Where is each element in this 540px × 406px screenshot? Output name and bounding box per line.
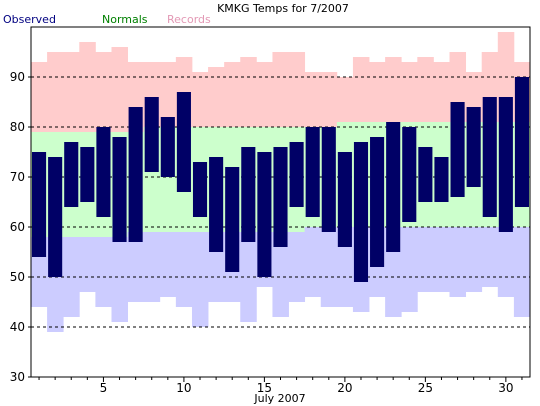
chart-title: KMKG Temps for 7/2007 [217,2,349,15]
x-axis-ticks: 5 10 15 20 25 30 [38,377,523,395]
observed-bar-day-2 [48,157,63,277]
record-low-day-16 [272,232,289,317]
observed-bar-day-15 [257,152,272,277]
observed-bar-day-17 [289,142,304,207]
record-high-day-4 [79,42,96,132]
x-tick-label-10: 10 [176,381,191,395]
observed-bar-day-19 [321,127,336,232]
x-tick-label-25: 25 [418,381,433,395]
record-high-day-6 [111,47,128,132]
observed-bar-day-9 [160,117,175,177]
record-high-day-1 [31,62,48,132]
record-high-day-16 [272,52,289,127]
observed-bar-day-12 [209,157,224,252]
observed-bar-day-13 [225,167,240,272]
record-low-day-9 [159,232,177,297]
observed-bar-day-26 [434,157,449,202]
x-tick-label-20: 20 [337,381,352,395]
observed-bar-day-1 [32,152,47,257]
record-low-day-24 [401,227,418,312]
observed-bar-day-28 [466,107,481,187]
record-high-day-15 [256,62,273,127]
observed-bar-day-6 [112,137,127,242]
observed-bar-day-14 [241,147,256,242]
record-high-day-20 [336,77,354,122]
record-high-day-12 [208,67,225,127]
observed-bar-day-4 [80,147,95,202]
record-high-day-2 [47,52,64,132]
x-tick-label-15: 15 [257,381,272,395]
record-low-day-6 [111,237,128,322]
observed-bars [32,77,529,282]
record-high-day-24 [401,62,418,122]
record-low-day-26 [433,227,450,292]
record-high-day-17 [288,52,306,127]
record-high-day-22 [369,62,386,122]
observed-bar-day-21 [353,142,369,282]
record-low-day-5 [95,237,112,307]
record-low-day-27 [449,227,467,297]
record-low-day-29 [481,227,499,287]
record-low-day-10 [175,232,193,307]
observed-bar-day-7 [128,107,143,242]
record-high-day-25 [417,57,434,122]
record-low-day-4 [79,237,96,292]
legend-observed: Observed [3,13,56,26]
y-tick-label-50: 50 [10,270,25,284]
observed-bar-day-29 [482,97,497,217]
record-low-day-28 [465,227,483,292]
observed-bar-day-27 [450,102,465,197]
record-low-day-19 [320,227,338,307]
observed-bar-day-24 [402,127,417,222]
observed-bar-day-22 [370,137,385,267]
observed-bar-day-20 [337,152,352,247]
observed-bar-day-8 [144,97,159,172]
record-low-day-3 [63,237,80,317]
record-low-day-11 [191,232,209,327]
observed-bar-day-5 [96,127,111,217]
record-high-day-5 [95,52,112,132]
observed-bar-day-16 [273,147,288,247]
x-tick-label-5: 5 [100,381,108,395]
record-low-day-18 [304,227,322,297]
y-tick-label-60: 60 [10,220,25,234]
record-high-day-21 [352,57,370,122]
record-high-day-23 [385,57,402,122]
record-high-day-13 [224,62,241,127]
record-low-day-25 [417,227,434,292]
record-high-day-9 [159,62,177,127]
record-high-day-19 [320,72,338,127]
legend-records: Records [167,13,211,26]
record-low-day-30 [497,227,515,297]
observed-bar-day-3 [64,142,79,207]
observed-bar-day-10 [176,92,191,192]
record-low-day-7 [127,232,145,302]
y-axis-ticks: 30 40 50 60 70 80 90 [10,70,31,384]
y-tick-label-90: 90 [10,70,25,84]
legend-normals: Normals [102,13,148,26]
x-tick-label-30: 30 [498,381,513,395]
record-low-day-31 [513,227,531,317]
record-high-day-3 [63,52,80,132]
x-axis-label: July 2007 [253,392,305,405]
y-tick-label-40: 40 [10,320,25,334]
observed-bar-day-18 [305,127,320,217]
record-high-day-14 [240,57,257,127]
record-high-day-18 [304,72,322,127]
record-low-day-17 [288,232,306,302]
record-high-day-11 [191,72,209,127]
observed-bar-day-25 [418,147,433,202]
y-tick-label-70: 70 [10,170,25,184]
y-tick-label-80: 80 [10,120,25,134]
observed-bar-day-11 [192,162,208,217]
observed-bar-day-31 [514,77,529,207]
record-low-day-8 [143,232,161,302]
observed-bar-day-23 [386,122,401,252]
record-high-day-26 [433,62,450,122]
y-tick-label-30: 30 [10,370,25,384]
observed-bar-day-30 [498,97,513,232]
